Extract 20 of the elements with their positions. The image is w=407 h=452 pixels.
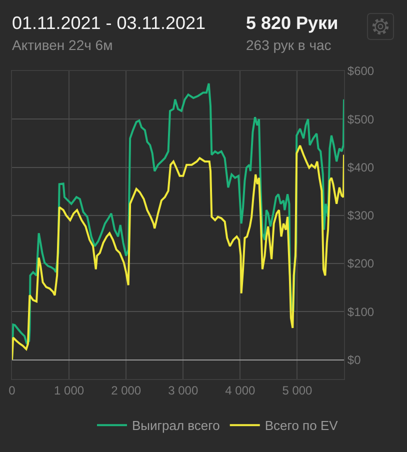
x-tick-label: 3 000 (168, 383, 198, 398)
y-tick-label: $200 (347, 256, 374, 271)
chart-title: 01.11.2021 - 03.11.2021 (12, 13, 206, 34)
x-tick-label: 2 000 (111, 383, 142, 398)
legend-label: Всего по EV (264, 418, 338, 434)
y-tick-label: $500 (347, 112, 374, 126)
x-tick-label: 4 000 (225, 383, 256, 398)
y-tick-label: $300 (347, 208, 374, 223)
x-tick-label: 1 000 (54, 383, 84, 398)
legend-label: Выиграл всего (132, 418, 220, 434)
y-tick-label: $100 (347, 304, 374, 319)
text: 263 рук в час (246, 37, 332, 53)
line-series (12, 144, 344, 361)
y-tick-label: $600 (347, 64, 374, 78)
y-tick-label: $400 (347, 160, 374, 174)
x-tick-label: 5 000 (282, 383, 313, 398)
x-tick-label: 0 (8, 383, 16, 398)
chart-subtitle: Активен 22ч 6м (12, 37, 113, 53)
text: 5 820 Руки (246, 13, 338, 34)
y-tick-label: $0 (347, 352, 362, 367)
